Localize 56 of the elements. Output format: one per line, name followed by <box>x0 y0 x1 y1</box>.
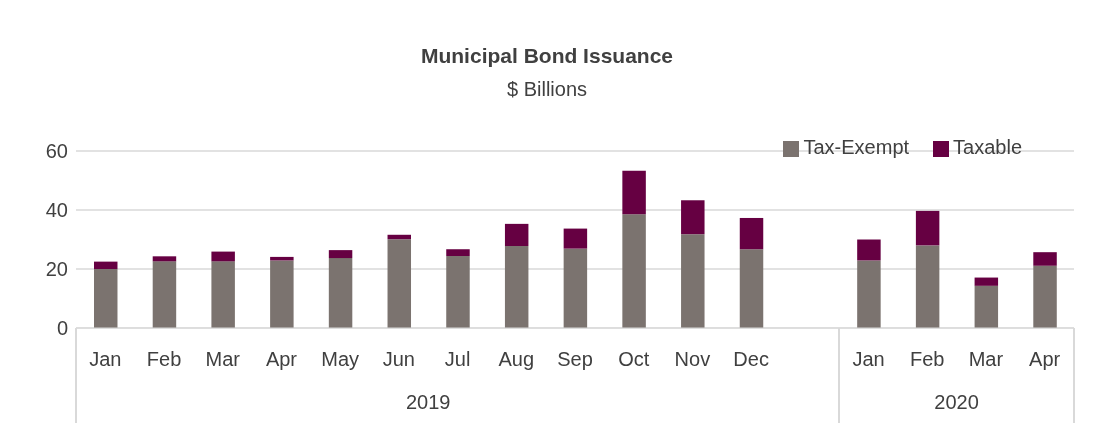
bar <box>563 228 588 249</box>
bar <box>622 170 646 215</box>
bar <box>446 249 470 257</box>
bar <box>446 256 470 328</box>
bar <box>974 285 999 328</box>
x-tick-label: May <box>321 348 360 371</box>
x-tick-label: Jun <box>382 348 416 371</box>
x-tick-label: Jan <box>89 348 122 371</box>
bar <box>152 261 177 328</box>
bar <box>328 258 353 328</box>
x-tick-label: Mar <box>205 348 241 371</box>
x-tick-label: Apr <box>265 348 298 371</box>
chart-title: Municipal Bond Issuance <box>419 44 674 68</box>
bar <box>387 239 412 328</box>
y-tick-label: 60 <box>45 140 68 163</box>
bar <box>94 269 118 328</box>
bar <box>739 217 764 250</box>
bar <box>622 214 646 328</box>
bar <box>857 260 881 328</box>
legend-label: Tax-Exempt <box>803 136 910 158</box>
bar <box>504 245 529 328</box>
text: 2020 <box>933 391 980 414</box>
x-tick-label: Mar <box>968 348 1004 371</box>
y-tick-label: 20 <box>45 258 68 281</box>
x-tick-label: Oct <box>618 348 650 371</box>
x-tick-label: Dec <box>733 348 769 371</box>
bar <box>681 200 705 235</box>
x-tick-label: Nov <box>674 348 711 371</box>
bar <box>211 261 235 328</box>
x-tick-label: Feb <box>146 348 182 371</box>
bar <box>152 256 177 262</box>
bar <box>915 210 940 246</box>
x-tick-label: Feb <box>910 348 945 371</box>
x-tick-label: Sep <box>557 348 593 371</box>
x-tick-label: Jan <box>852 348 885 371</box>
bar <box>857 239 881 261</box>
bar <box>94 261 118 269</box>
bar <box>563 248 588 328</box>
y-tick-label: 40 <box>45 199 68 222</box>
chart-subtitle: $ Billions <box>505 78 588 101</box>
bar <box>504 223 529 246</box>
bar <box>1033 252 1057 266</box>
text: 2019 <box>405 391 452 414</box>
bar <box>1033 265 1057 328</box>
y-tick-label: 0 <box>56 317 68 340</box>
x-tick-label: Apr <box>1029 348 1061 371</box>
bar <box>739 249 764 328</box>
bar <box>915 245 940 328</box>
bar <box>328 250 353 259</box>
bar <box>211 251 235 262</box>
x-tick-label: Jul <box>444 348 471 371</box>
bar <box>681 234 705 328</box>
x-tick-label: Aug <box>498 348 535 371</box>
bar <box>270 260 294 328</box>
legend-label: Taxable <box>953 136 1022 158</box>
bar <box>974 277 999 286</box>
